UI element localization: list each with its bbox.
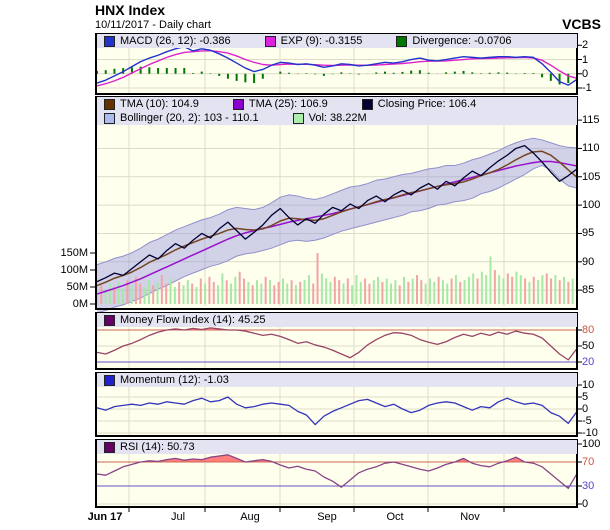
y-axis-tick-label: 110: [582, 142, 600, 155]
y-axis-tick-label: 20: [582, 356, 595, 368]
legend-swatch-icon: [264, 35, 276, 47]
legend-item: Divergence: -0.0706: [396, 35, 511, 48]
volume-tick-label: 0M: [72, 298, 88, 310]
legend-swatch-icon: [104, 98, 115, 110]
volume-tick-label: 50M: [66, 281, 88, 293]
x-axis-label: Aug: [240, 511, 260, 523]
macd-legend: MACD (26, 12): -0.386 EXP (9): -0.3155 Div…: [97, 34, 577, 48]
legend-swatch-icon: [104, 374, 115, 386]
volume-tick-label: 100M: [60, 264, 88, 276]
y-axis-tick-label: 105: [582, 170, 601, 183]
y-axis-tick-label: 30: [582, 480, 595, 492]
legend-swatch-icon: [104, 441, 115, 453]
legend-item: Bollinger (20, 2): 103 - 110.1: [104, 112, 259, 125]
page-title: HNX Index: [95, 2, 166, 18]
rsi-legend: RSI (14): 50.73: [97, 440, 577, 454]
legend-item: Momentum (12): -1.03: [104, 374, 229, 387]
brand-logo: VCBS: [562, 16, 601, 32]
y-axis-tick-label: 10: [582, 378, 595, 391]
legend-item: Closing Price: 106.4: [361, 98, 476, 111]
y-axis-tick-label: 1: [582, 53, 589, 66]
y-axis-tick-label: 90: [582, 255, 595, 268]
chart-subtitle: 10/11/2017 - Daily chart: [95, 19, 211, 31]
momentum-legend: Momentum (12): -1.03: [97, 373, 577, 387]
legend-swatch-icon: [104, 35, 115, 47]
x-axis-label: Nov: [460, 511, 480, 523]
y-axis-tick-label: -1: [582, 82, 592, 94]
legend-item: EXP (9): -0.3155: [264, 35, 362, 48]
y-axis-tick-label: 2: [582, 39, 589, 52]
legend-swatch-icon: [361, 98, 373, 110]
y-axis-tick-label: 50: [582, 340, 595, 352]
legend-item: Money Flow Index (14): 45.25: [104, 314, 266, 327]
legend-swatch-icon: [396, 35, 408, 47]
y-axis-tick-label: 0: [582, 498, 589, 510]
y-axis-tick-label: 100: [582, 438, 601, 450]
legend-item: TMA (25): 106.9: [232, 98, 328, 111]
y-axis-tick-label: 0: [582, 403, 589, 415]
legend-item: MACD (26, 12): -0.386: [104, 35, 231, 48]
volume-tick-label: 150M: [60, 247, 88, 259]
y-axis-tick-label: 70: [582, 456, 595, 468]
x-axis-label: Jun 17: [87, 511, 123, 523]
y-axis-tick-label: 0: [582, 67, 589, 80]
y-axis-tick-label: 85: [582, 284, 595, 297]
x-axis-label: Jul: [170, 511, 186, 523]
x-axis-label: Oct: [386, 511, 404, 523]
x-axis-label: Sep: [317, 511, 337, 523]
legend-item: Vol: 38.22M: [292, 112, 367, 125]
price-legend-row1: TMA (10): 104.9 TMA (25): 106.9 Closing Pr…: [97, 97, 577, 111]
mfi-legend: Money Flow Index (14): 45.25: [97, 313, 577, 327]
y-axis-tick-label: -5: [582, 415, 592, 427]
legend-swatch-icon: [292, 112, 304, 124]
y-axis-tick-label: 95: [582, 227, 595, 240]
legend-swatch-icon: [104, 112, 115, 124]
legend-item: RSI (14): 50.73: [104, 441, 195, 454]
legend-swatch-icon: [232, 98, 244, 110]
legend-swatch-icon: [104, 314, 115, 326]
y-axis-tick-label: -10: [582, 427, 598, 439]
y-axis-tick-label: 100: [582, 199, 601, 212]
y-axis-tick-label: 115: [582, 114, 600, 127]
legend-item: TMA (10): 104.9: [104, 98, 199, 111]
y-axis-tick-label: 5: [582, 390, 589, 403]
price-legend-row2: Bollinger (20, 2): 103 - 110.1 Vol: 38.22…: [97, 111, 577, 125]
y-axis-tick-label: 80: [582, 324, 595, 336]
